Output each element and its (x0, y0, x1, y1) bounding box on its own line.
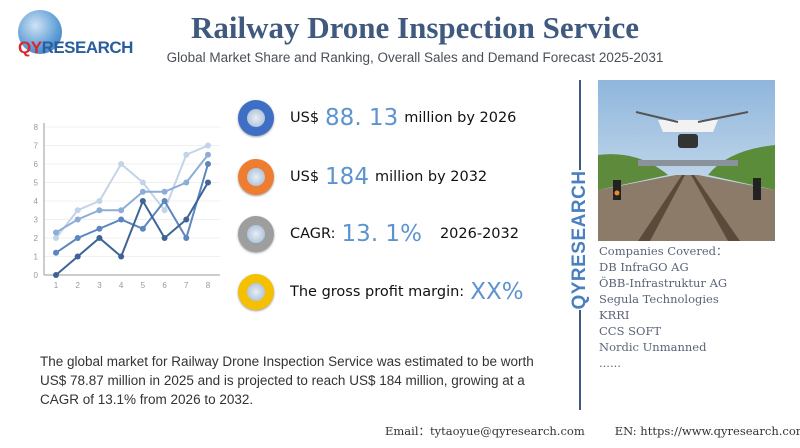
y-tick-label: 1 (34, 253, 39, 262)
x-tick-label: 2 (75, 281, 80, 290)
x-tick-label: 8 (206, 281, 211, 290)
data-point (183, 216, 190, 223)
market-description: The global market for Railway Drone Insp… (40, 354, 534, 407)
stat-value: XX% (470, 279, 524, 305)
data-point (96, 198, 103, 204)
logo-text: QYRESEARCH (18, 38, 133, 57)
data-point (118, 207, 125, 214)
data-point (118, 253, 125, 260)
data-point (53, 249, 59, 256)
data-point (139, 179, 146, 186)
globe-icon (18, 10, 62, 54)
data-point (205, 151, 211, 158)
qyr-badge-icon (238, 159, 274, 195)
stat-suffix: 2026-2032 (439, 226, 519, 242)
footer-website: EN: https://www.qyresearch.com (614, 424, 800, 438)
footer: Email：tytaoyue@qyresearch.com EN: https:/… (385, 423, 800, 439)
data-point (96, 207, 103, 214)
page-subtitle: Global Market Share and Ranking, Overall… (166, 50, 664, 65)
stat-value: 88. 13 (325, 105, 399, 131)
data-point (53, 235, 59, 241)
data-point (118, 161, 125, 167)
qyr-badge-icon (238, 216, 274, 252)
data-point (205, 179, 211, 186)
divider (579, 310, 581, 410)
data-point (161, 235, 168, 241)
company-item: Segula Technologies (599, 292, 719, 306)
data-point (96, 235, 103, 241)
data-point (205, 161, 211, 167)
data-point (183, 151, 190, 158)
company-item: KRRI (599, 308, 630, 322)
data-point (161, 188, 168, 195)
stat-value: 13. 1% (341, 221, 422, 247)
data-point (139, 225, 146, 232)
y-tick-label: 8 (34, 123, 39, 132)
stat-2032: US$ 184 million by 2032 (238, 157, 487, 197)
companies-list: Companies Covered： DB InfraGO AG ÖBB-Inf… (599, 243, 727, 371)
data-point (53, 272, 59, 278)
x-tick-label: 6 (162, 281, 167, 290)
data-point (118, 216, 125, 223)
x-tick-label: 3 (97, 281, 102, 290)
data-point (74, 216, 81, 223)
qyr-badge-icon (238, 274, 274, 310)
data-point (74, 253, 81, 260)
company-item: Nordic Unmanned (599, 340, 707, 354)
series-line (55, 163, 209, 254)
data-point (139, 188, 146, 195)
data-point (205, 142, 211, 149)
y-tick-label: 3 (34, 216, 39, 225)
stat-margin: The gross profit margin: XX% (238, 272, 530, 312)
company-item: CCS SOFT (599, 324, 662, 338)
data-point (183, 179, 190, 186)
stat-prefix: US$ (290, 169, 320, 185)
stat-value: 184 (325, 164, 369, 190)
stat-suffix: million by 2032 (374, 169, 488, 185)
y-tick-label: 7 (34, 142, 39, 151)
company-item: ÖBB-Infrastruktur AG (599, 276, 728, 290)
data-point (139, 198, 146, 204)
stat-prefix: CAGR: (290, 226, 336, 242)
stat-prefix: US$ (290, 110, 320, 126)
drone-railway-photo (598, 80, 775, 241)
stat-suffix: million by 2026 (404, 110, 517, 126)
data-point (74, 207, 81, 214)
x-tick-label: 4 (119, 281, 124, 290)
data-point (183, 235, 190, 241)
line-chart: 0 1 2 3 4 5 6 7 8 1 2 3 4 5 6 7 8 (34, 123, 220, 290)
data-point (74, 235, 81, 241)
y-tick-label: 4 (34, 197, 39, 206)
qyr-badge-icon (238, 100, 274, 136)
company-item: ...... (599, 356, 621, 370)
data-point (161, 207, 168, 214)
footer-email: Email：tytaoyue@qyresearch.com (385, 424, 585, 438)
brand-vertical-text: QYRESEARCH (569, 170, 590, 310)
divider (579, 80, 581, 170)
data-point (53, 229, 59, 236)
x-tick-label: 5 (141, 281, 146, 290)
y-tick-label: 2 (34, 234, 39, 243)
data-point (161, 198, 168, 204)
data-point (96, 225, 103, 232)
companies-title: Companies Covered： (599, 244, 728, 258)
page-title: Railway Drone Inspection Service (190, 10, 640, 45)
x-tick-label: 7 (184, 281, 189, 290)
x-tick-label: 1 (54, 281, 59, 290)
series-line (55, 154, 209, 234)
company-item: DB InfraGO AG (599, 260, 689, 274)
stat-2026: US$ 88. 13 million by 2026 (238, 98, 516, 138)
y-tick-label: 5 (34, 179, 39, 188)
series-line (55, 181, 209, 276)
y-tick-label: 0 (34, 271, 39, 280)
series-line (55, 144, 209, 239)
stat-cagr: CAGR: 13. 1% 2026-2032 (238, 214, 519, 254)
y-tick-label: 6 (34, 160, 39, 169)
stat-prefix: The gross profit margin: (290, 284, 465, 300)
